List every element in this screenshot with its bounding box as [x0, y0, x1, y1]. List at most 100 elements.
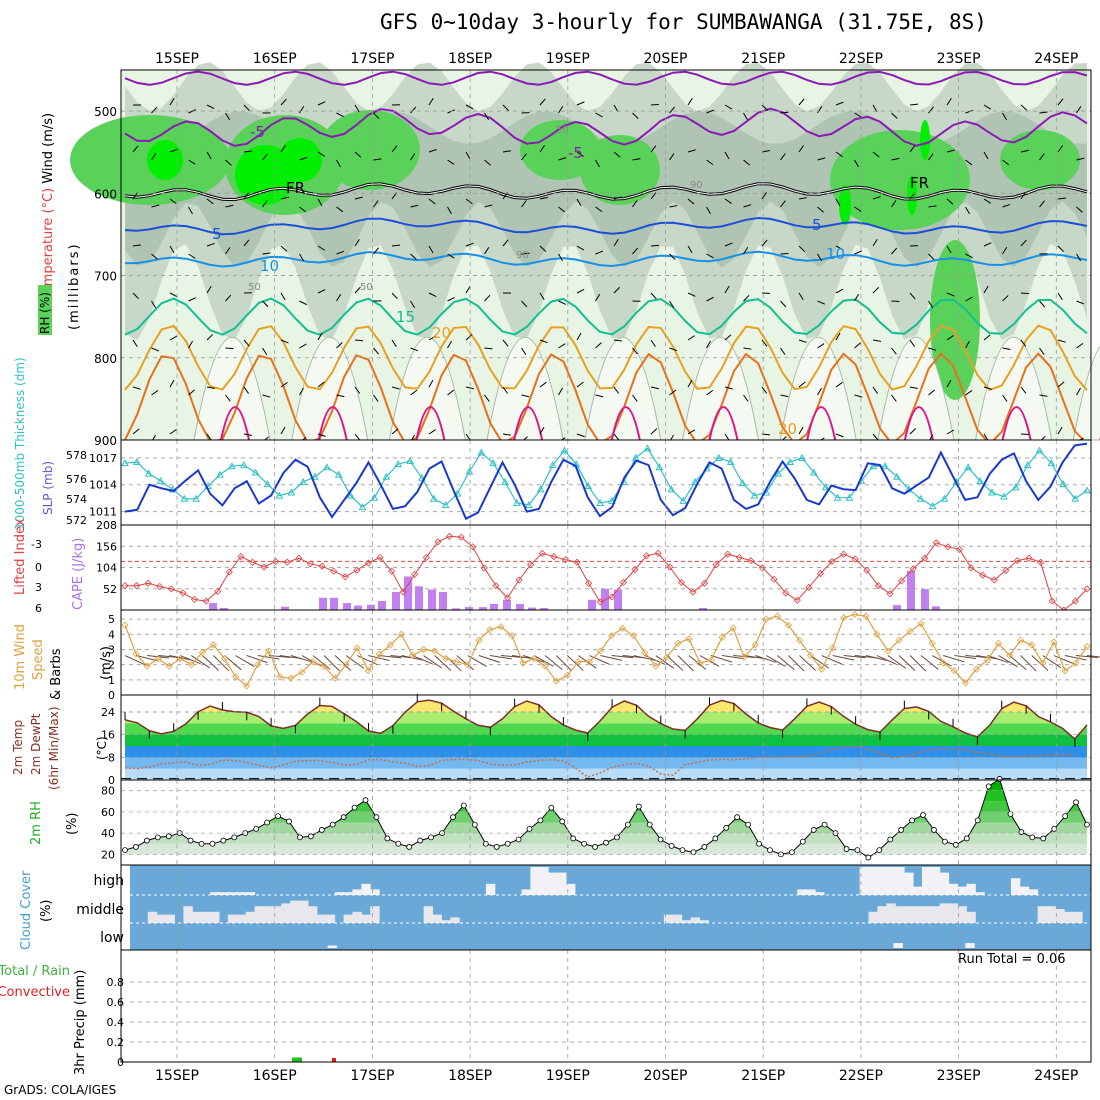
- wind-speed-point: [397, 630, 406, 638]
- run-total-label: Run Total = 0.06: [958, 952, 1066, 967]
- wind-barb: [521, 153, 527, 161]
- wind-barb: [410, 253, 417, 260]
- wind-barb: [576, 288, 585, 294]
- y-tick-precip: 0.4: [107, 1016, 125, 1029]
- li-point: [411, 570, 419, 578]
- wind-barb: [354, 433, 361, 441]
- thickness-point: [429, 494, 438, 502]
- wind-speed-point: [375, 650, 383, 658]
- y-tick-thickness: 576: [66, 473, 87, 486]
- wind-barb: [373, 158, 382, 161]
- y-tick-li: -3: [31, 538, 42, 551]
- li-point: [503, 594, 512, 602]
- wind-barb: [373, 112, 380, 120]
- li-point: [330, 567, 338, 575]
- rh-point: [745, 821, 752, 828]
- wind-barb: [1002, 347, 1011, 350]
- rh-point: [220, 837, 227, 844]
- wind-barb: [334, 655, 352, 672]
- contour-label: -5: [568, 144, 583, 162]
- rh-point: [1007, 811, 1014, 817]
- wind-barb: [434, 655, 452, 671]
- cape-bar: [281, 606, 289, 610]
- x-tick-bottom: 18SEP: [448, 1068, 492, 1084]
- wind-barb: [169, 148, 178, 153]
- x-tick-top: 21SEP: [741, 51, 785, 67]
- cloud-cell: [921, 867, 932, 895]
- y-tick-temp: 16: [101, 729, 115, 742]
- thickness-point: [940, 494, 949, 502]
- wind-barb: [724, 285, 730, 294]
- wind-barb: [965, 340, 970, 349]
- wind-speed-point: [707, 656, 715, 664]
- cloud-panel: [130, 865, 1091, 950]
- wind-speed-point: [1072, 659, 1080, 667]
- rh-blob-95: [147, 140, 183, 180]
- li-point: [967, 564, 975, 572]
- wind-barb: [336, 250, 345, 255]
- wind-barb: [373, 247, 379, 255]
- cloud-cell: [245, 911, 256, 923]
- cape-bar: [503, 599, 511, 610]
- wind-barb: [817, 387, 822, 396]
- thickness-point: [418, 473, 426, 481]
- wind-barb: [558, 157, 567, 161]
- wind-barb: [447, 340, 452, 349]
- contour-30: [903, 406, 934, 441]
- thickness-point: [916, 494, 925, 502]
- rh-point: [1084, 821, 1090, 828]
- wind-speed-point: [1039, 659, 1047, 667]
- li-point: [190, 595, 199, 604]
- wind-speed-line: [124, 613, 1088, 687]
- cape-li-panel: [121, 525, 1091, 614]
- wind-barb: [669, 106, 676, 114]
- wind-barb: [280, 98, 287, 106]
- wind-barb: [887, 655, 907, 669]
- wind-speed-point: [232, 673, 240, 681]
- wind-speed-point: [773, 612, 781, 620]
- cloud-cell: [361, 914, 371, 923]
- thickness-point: [133, 457, 141, 466]
- rh-point: [537, 817, 544, 824]
- ylabel-dewpt: 2m DewPt: [29, 713, 43, 775]
- wind-barb: [465, 285, 471, 294]
- wind-barb: [423, 655, 442, 669]
- wind-barb: [206, 242, 215, 247]
- wind-speed-point: [486, 626, 494, 634]
- wind-speed-point: [895, 636, 903, 644]
- wind-barb: [1020, 655, 1037, 672]
- wind-barb: [539, 339, 548, 344]
- thickness-point: [156, 476, 165, 484]
- rh-point: [253, 825, 260, 832]
- cloud-cell: [299, 900, 309, 923]
- wind-barb: [1039, 300, 1046, 308]
- rh-point: [603, 839, 609, 846]
- wind-barb: [225, 347, 234, 350]
- wind-barb: [835, 381, 843, 388]
- ylabel-cape: CAPE (J/kg): [71, 538, 86, 610]
- wind-barb: [368, 655, 390, 662]
- wind-barb: [843, 655, 866, 659]
- wind-barb: [706, 340, 711, 349]
- y-tick-rh: 20: [101, 848, 115, 861]
- wind-barb: [336, 159, 341, 168]
- ylabel-precip-conv: Convective: [0, 985, 70, 1000]
- wind-barb: [1020, 239, 1027, 247]
- cloud-cell: [183, 906, 193, 923]
- rh-point: [504, 840, 511, 847]
- li-point: [376, 553, 384, 561]
- rh-point: [209, 840, 216, 847]
- wind-barb: [317, 332, 323, 341]
- wind-barb: [946, 245, 952, 254]
- cloud-cell: [192, 911, 202, 923]
- thickness-point: [1059, 480, 1068, 488]
- wind-barb: [151, 253, 158, 260]
- wind-barb: [280, 245, 288, 252]
- cape-bar: [367, 604, 375, 610]
- wind-barb: [576, 101, 585, 106]
- x-tick-top: 20SEP: [644, 51, 688, 67]
- thickness-point: [738, 478, 747, 487]
- wind-speed-point: [652, 662, 660, 670]
- contour-30: [1001, 406, 1032, 441]
- wind-barb: [317, 198, 323, 207]
